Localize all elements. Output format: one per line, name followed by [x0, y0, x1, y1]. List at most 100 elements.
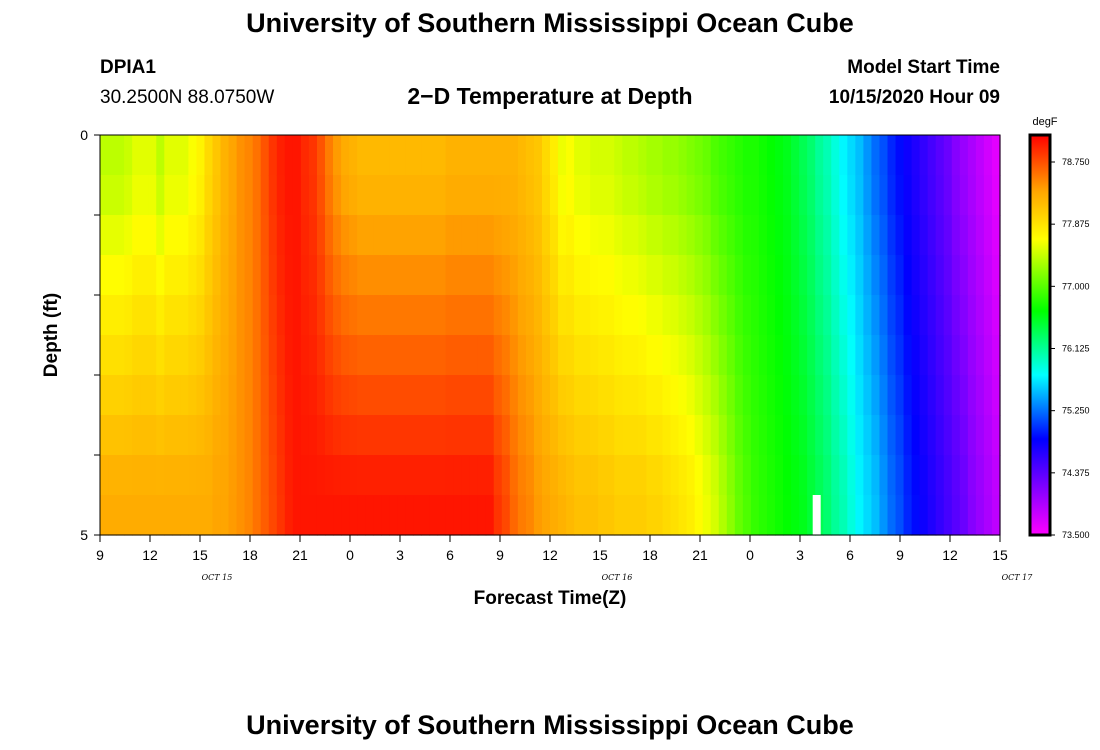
heatmap-cell	[525, 415, 535, 456]
heatmap-cell	[397, 215, 406, 256]
heatmap-cell	[694, 295, 704, 336]
heatmap-cell	[710, 255, 720, 296]
heatmap-cell	[847, 255, 856, 296]
heatmap-cell	[702, 295, 712, 336]
heatmap-cell	[799, 415, 808, 456]
heatmap-cells	[100, 135, 1001, 536]
heatmap-cell	[951, 375, 961, 416]
heatmap-cell	[381, 495, 390, 536]
heatmap-cell	[550, 215, 559, 256]
heatmap-cell	[574, 255, 583, 296]
heatmap-cell	[124, 495, 133, 536]
heatmap-cell	[911, 415, 921, 456]
heatmap-cell	[775, 295, 784, 336]
heatmap-cell	[566, 495, 575, 536]
heatmap-cell	[148, 215, 157, 256]
heatmap-cell	[855, 415, 864, 456]
heatmap-cell	[100, 175, 109, 216]
heatmap-cell	[373, 415, 382, 456]
heatmap-cell	[284, 215, 294, 256]
heatmap-cell	[815, 135, 824, 176]
heatmap-cell	[373, 375, 382, 416]
heatmap-cell	[638, 215, 648, 256]
model-start-value: 10/15/2020 Hour 09	[828, 87, 1000, 108]
heatmap-cell	[405, 455, 414, 496]
heatmap-cell	[196, 295, 206, 336]
heatmap-cell	[453, 175, 463, 216]
heatmap-cell	[839, 375, 848, 416]
heatmap-cell	[991, 455, 1001, 496]
heatmap-cell	[895, 295, 905, 336]
heatmap-cell	[164, 415, 173, 456]
heatmap-cell	[196, 495, 206, 536]
heatmap-cell	[590, 335, 599, 376]
heatmap-cell	[453, 495, 463, 536]
heatmap-cell	[791, 295, 800, 336]
heatmap-cell	[630, 295, 639, 336]
colorbar-tick-label: 77.000	[1062, 281, 1090, 291]
heatmap-cell	[975, 455, 985, 496]
heatmap-cell	[220, 215, 230, 256]
heatmap-cell	[734, 335, 744, 376]
heatmap-cell	[775, 495, 784, 536]
heatmap-cell	[550, 495, 559, 536]
heatmap-cell	[550, 335, 559, 376]
heatmap-cell	[365, 495, 374, 536]
heatmap-cell	[148, 255, 157, 296]
heatmap-cell	[140, 495, 149, 536]
heatmap-cell	[855, 175, 864, 216]
heatmap-cell	[333, 175, 342, 216]
heatmap-cell	[252, 175, 262, 216]
heatmap-cell	[100, 455, 109, 496]
heatmap-cell	[381, 255, 390, 296]
heatmap-cell	[437, 455, 447, 496]
heatmap-cell	[533, 175, 543, 216]
heatmap-cell	[726, 335, 736, 376]
heatmap-cell	[276, 175, 286, 216]
heatmap-cell	[389, 255, 398, 296]
heatmap-cell	[550, 415, 559, 456]
heatmap-cell	[108, 375, 117, 416]
heatmap-cell	[260, 255, 270, 296]
heatmap-cell	[718, 295, 728, 336]
heatmap-cell	[116, 335, 125, 376]
heatmap-cell	[582, 375, 591, 416]
heatmap-cell	[461, 415, 471, 456]
heatmap-cell	[662, 415, 672, 456]
heatmap-cell	[959, 255, 969, 296]
heatmap-cell	[606, 135, 615, 176]
heatmap-cell	[775, 255, 784, 296]
heatmap-cell	[501, 295, 511, 336]
heatmap-cell	[525, 175, 535, 216]
heatmap-cell	[300, 135, 310, 176]
heatmap-cell	[638, 415, 648, 456]
heatmap-cell	[935, 455, 945, 496]
heatmap-cell	[300, 375, 310, 416]
heatmap-cell	[975, 135, 985, 176]
heatmap-cell	[493, 335, 503, 376]
heatmap-cell	[807, 455, 816, 496]
heatmap-cell	[445, 495, 455, 536]
heatmap-cell	[991, 295, 1001, 336]
heatmap-cell	[413, 415, 423, 456]
heatmap-cell	[742, 215, 752, 256]
heatmap-cell	[742, 175, 752, 216]
heatmap-cell	[951, 175, 961, 216]
heatmap-cell	[156, 375, 165, 416]
heatmap-cell	[156, 455, 165, 496]
heatmap-cell	[791, 495, 800, 536]
heatmap-cell	[244, 495, 254, 536]
heatmap-cell	[614, 495, 623, 536]
plot-title: 2−D Temperature at Depth	[407, 83, 693, 109]
heatmap-cell	[975, 295, 985, 336]
heatmap-cell	[493, 455, 503, 496]
heatmap-cell	[365, 295, 374, 336]
heatmap-cell	[284, 375, 294, 416]
heatmap-cell	[638, 335, 648, 376]
heatmap-cell	[943, 135, 953, 176]
heatmap-cell	[349, 215, 358, 256]
heatmap-cell	[791, 255, 800, 296]
heatmap-cell	[959, 295, 969, 336]
heatmap-cell	[100, 255, 109, 296]
heatmap-cell	[879, 495, 889, 536]
